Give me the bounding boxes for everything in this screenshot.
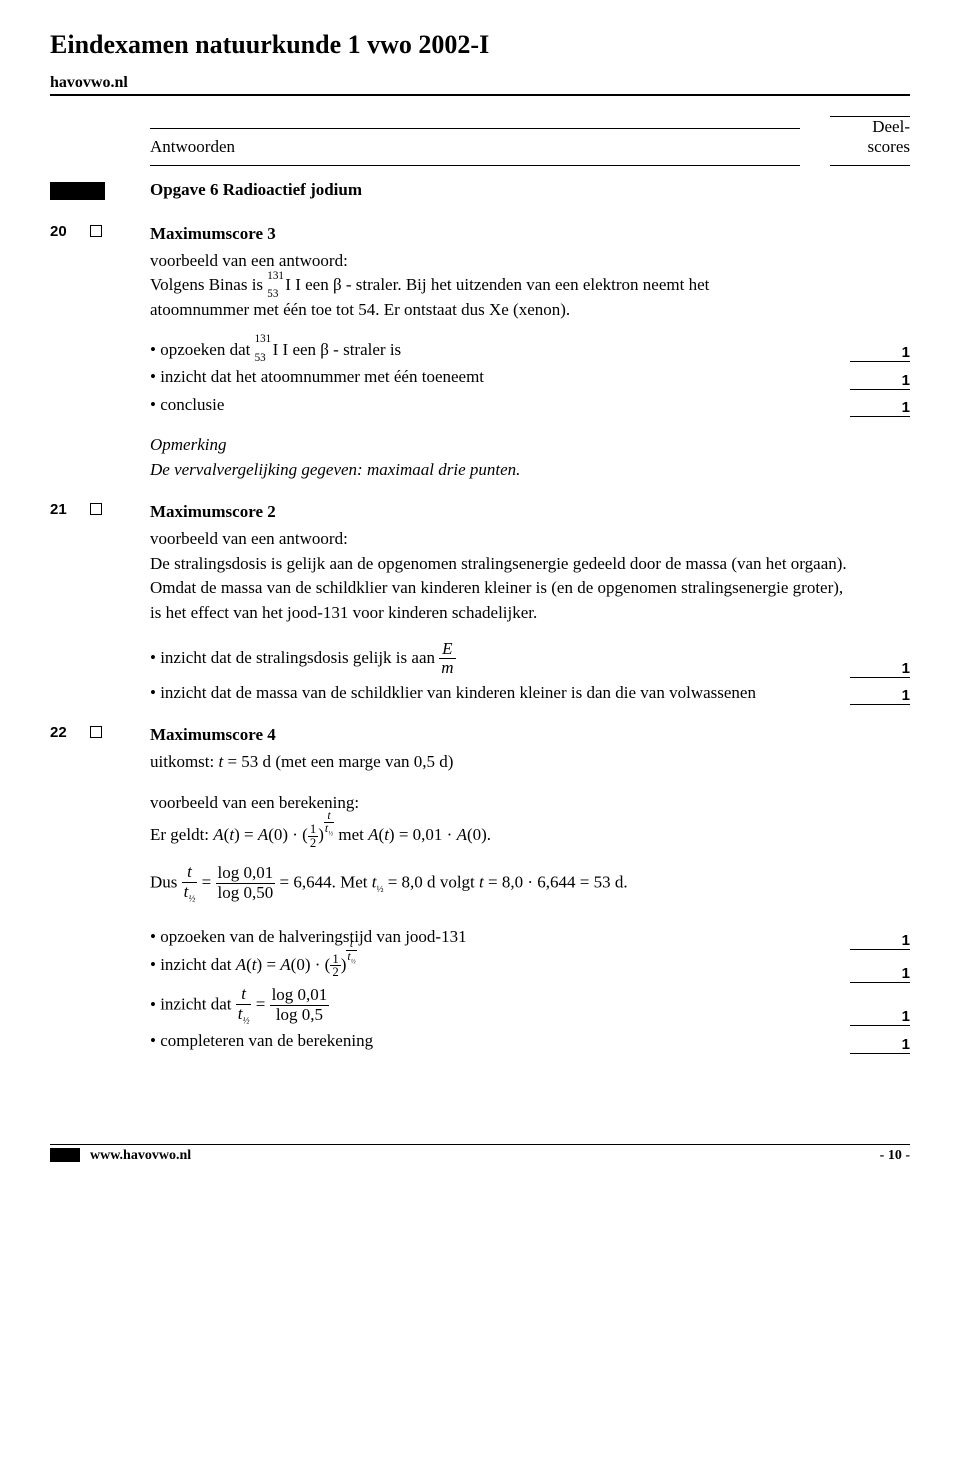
bullet-score: 1	[850, 687, 910, 705]
bullet-text: inzicht dat A(t) = A(0) · (12)tt½	[150, 952, 850, 983]
q21-bullet-2: inzicht dat de massa van de schildklier …	[50, 680, 910, 706]
fraction-icon: Em	[439, 640, 455, 678]
bullet-score: 1	[850, 372, 910, 390]
q-number: 21	[50, 500, 90, 625]
content: Antwoorden Deel- scores Opgave 6 Radioac…	[50, 96, 910, 1164]
exam-title: Eindexamen natuurkunde 1 vwo 2002-I	[50, 30, 910, 60]
q20-body: Maximumscore 3 voorbeeld van een antwoor…	[150, 222, 850, 323]
q22-bullet-3: inzicht dat tt½ = log 0,01log 0,5 1	[50, 985, 910, 1026]
bullet-text: inzicht dat de stralingsdosis gelijk is …	[150, 640, 850, 678]
page-number: - 10 -	[880, 1148, 910, 1164]
footer-bar-icon	[50, 1148, 80, 1162]
opgave-title: Opgave 6 Radioactief jodium	[150, 180, 910, 200]
opgave-row: Opgave 6 Radioactief jodium	[50, 180, 910, 200]
site-name: havovwo.nl	[50, 74, 910, 96]
bullet-score: 1	[850, 344, 910, 362]
q21-bullet-1: inzicht dat de stralingsdosis gelijk is …	[50, 640, 910, 678]
q20-bullet-2: inzicht dat het atoomnummer met één toen…	[50, 364, 910, 390]
q20-line1: voorbeeld van een antwoord:	[150, 249, 850, 274]
checkbox-icon	[90, 222, 112, 323]
q20-bullet-3: conclusie 1	[50, 392, 910, 418]
q22-body: Maximumscore 4 uitkomst: t = 53 d (met e…	[150, 723, 850, 774]
q20-bullet-1: opzoeken dat 13153I I een β - straler is…	[50, 337, 910, 363]
answers-label: Antwoorden	[150, 128, 800, 166]
bullet-text: inzicht dat het atoomnummer met één toen…	[150, 364, 850, 390]
max-score: Maximumscore 3	[150, 222, 850, 247]
q22-calc-heading: voorbeeld van een berekening:	[50, 791, 910, 816]
max-score: Maximumscore 2	[150, 500, 850, 525]
bullet-text: conclusie	[150, 392, 850, 418]
q20-line3: atoomnummer met één toe tot 54. Er ontst…	[150, 298, 850, 323]
q20-line2: Volgens Binas is 13153I I een β - strale…	[150, 273, 850, 298]
bullet-score: 1	[850, 399, 910, 417]
bullet-text: opzoeken dat 13153I I een β - straler is	[150, 337, 850, 363]
page: Eindexamen natuurkunde 1 vwo 2002-I havo…	[0, 0, 960, 1194]
bullet-score: 1	[850, 1008, 910, 1026]
q21-line1: voorbeeld van een antwoord:	[150, 527, 850, 552]
fraction-icon: tt½	[236, 985, 252, 1026]
q22-result: uitkomst: t = 53 d (met een marge van 0,…	[150, 750, 850, 775]
nuclide-icon: 13153I	[255, 337, 279, 363]
answers-header-row: Antwoorden Deel- scores	[50, 116, 910, 166]
bullet-text: opzoeken van de halveringstijd van jood-…	[150, 924, 850, 950]
fraction-icon: log 0,01log 0,50	[216, 864, 276, 902]
question-20: 20 Maximumscore 3 voorbeeld van een antw…	[50, 222, 910, 323]
checkbox-icon	[90, 500, 112, 625]
q22-bullet-4: completeren van de berekening 1	[50, 1028, 910, 1054]
fraction-icon: log 0,01log 0,5	[270, 986, 330, 1024]
footer-url: www.havovwo.nl	[90, 1148, 880, 1164]
bullet-text: inzicht dat tt½ = log 0,01log 0,5	[150, 985, 850, 1026]
question-21: 21 Maximumscore 2 voorbeeld van een antw…	[50, 500, 910, 625]
bullet-score: 1	[850, 932, 910, 950]
bullet-text: inzicht dat de massa van de schildklier …	[150, 680, 850, 706]
footer: www.havovwo.nl - 10 -	[50, 1144, 910, 1164]
bullet-score: 1	[850, 965, 910, 983]
q21-body: Maximumscore 2 voorbeeld van een antwoor…	[150, 500, 850, 625]
question-22: 22 Maximumscore 4 uitkomst: t = 53 d (me…	[50, 723, 910, 774]
nuclide-icon: 13153I	[267, 273, 291, 298]
q22-bullet-2: inzicht dat A(t) = A(0) · (12)tt½ 1	[50, 952, 910, 983]
q-number: 20	[50, 222, 90, 323]
checkbox-icon	[90, 723, 112, 774]
black-bar-icon	[50, 182, 105, 200]
bullet-text: completeren van de berekening	[150, 1028, 850, 1054]
max-score: Maximumscore 4	[150, 723, 850, 748]
fraction-icon: tt½	[182, 863, 198, 904]
q-number: 22	[50, 723, 90, 774]
bullet-score: 1	[850, 1036, 910, 1054]
q21-line3: Omdat de massa van de schildklier van ki…	[150, 576, 850, 625]
q22-formula-1: Er geldt: A(t) = A(0) · (12)tt½ met A(t)…	[50, 823, 910, 854]
deelscores-label: Deel- scores	[830, 116, 910, 166]
q20-remark: Opmerking De vervalvergelijking gegeven:…	[50, 433, 910, 482]
q22-bullet-1: opzoeken van de halveringstijd van jood-…	[50, 924, 910, 950]
bullet-score: 1	[850, 660, 910, 678]
q21-line2: De stralingsdosis is gelijk aan de opgen…	[150, 552, 850, 577]
q22-formula-2: Dus tt½ = log 0,01log 0,50 = 6,644. Met …	[50, 863, 910, 904]
